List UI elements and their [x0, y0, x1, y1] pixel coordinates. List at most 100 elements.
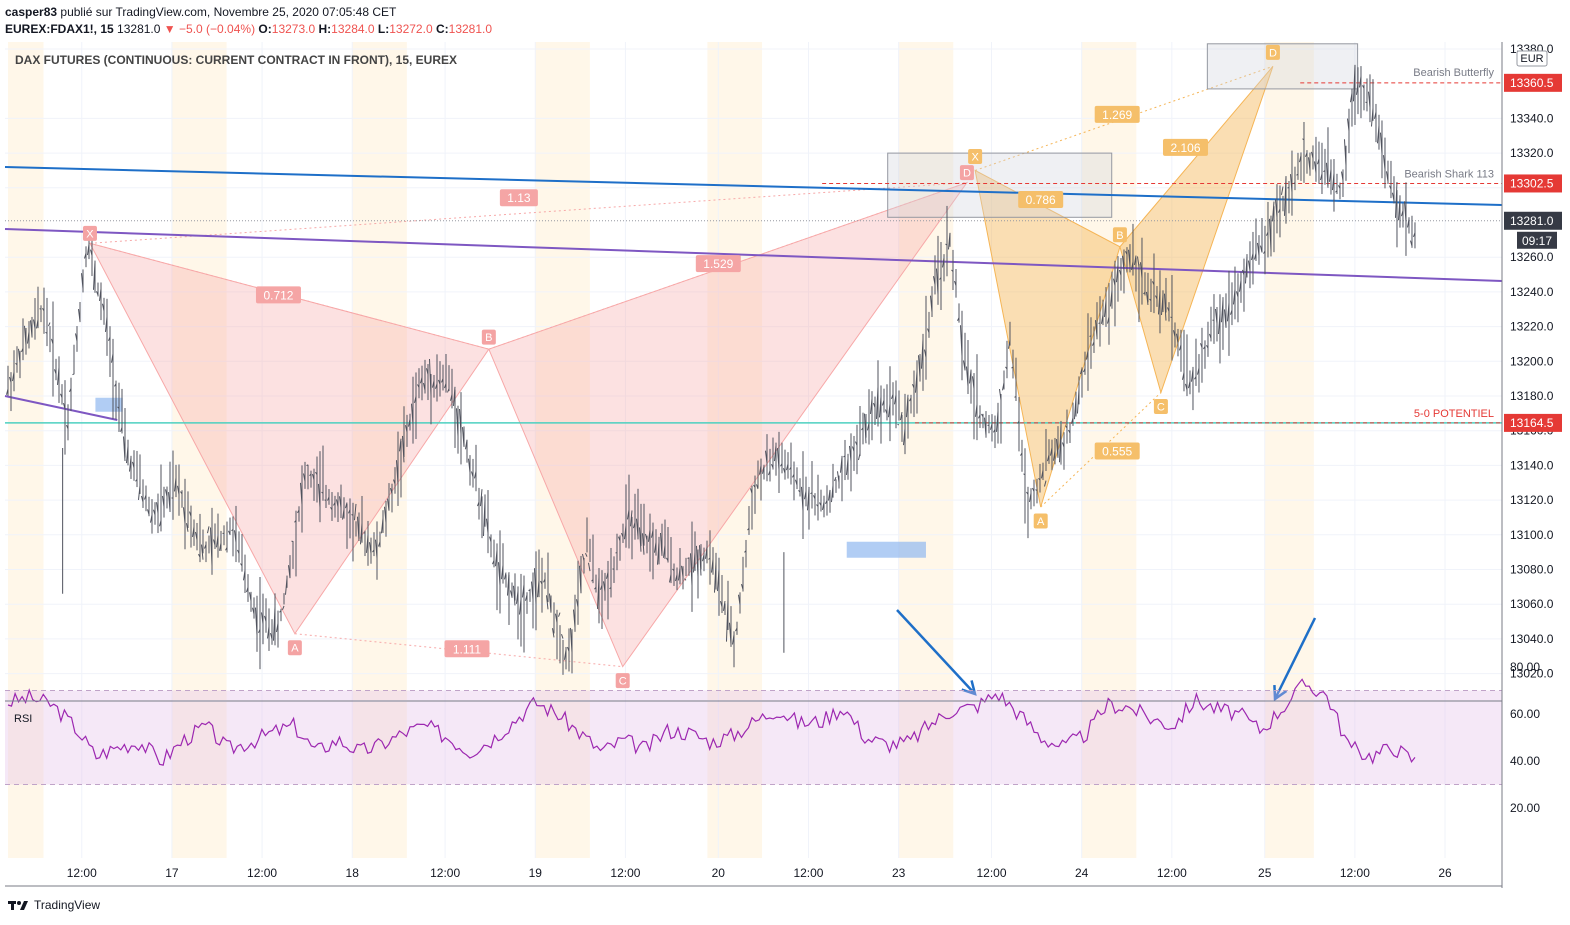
price-bar-open [378, 541, 381, 547]
price-bar-open [156, 502, 159, 514]
price-bar-open [848, 445, 852, 461]
butterfly-ratio-bcd-bg [695, 255, 741, 273]
price-bar-open [401, 435, 405, 463]
price-bar-open [27, 331, 30, 344]
price-bar-open [753, 484, 756, 488]
price-bar-open [947, 232, 951, 250]
butterfly-x-label-bg [82, 225, 97, 241]
price-bar-open [1017, 420, 1020, 424]
price-bar-open [353, 503, 357, 521]
price-bar-open [954, 280, 957, 286]
price-bar-open [725, 599, 729, 642]
price-bar-open [845, 458, 849, 476]
price-bar-open [1253, 253, 1257, 260]
price-bar-open [855, 441, 858, 446]
price-bar-open [602, 581, 606, 592]
price-bar-open [1175, 333, 1179, 344]
price-bar-open [543, 578, 546, 583]
price-bar-open [591, 579, 594, 582]
time-tick-label: 26 [1438, 866, 1452, 880]
price-bar-open [15, 362, 18, 366]
price-tick-label: 13260.0 [1510, 250, 1554, 264]
price-bar-open [393, 479, 396, 485]
butterfly-c-label: C [619, 676, 627, 688]
price-bar-open [971, 376, 975, 389]
shark-b-label: B [1116, 230, 1123, 242]
price-bar-open [1310, 151, 1314, 159]
price-bar-open [1298, 155, 1302, 163]
price-bar-open [773, 445, 777, 462]
price-bar-open [836, 471, 840, 483]
price-tick-label: 13220.0 [1510, 320, 1554, 334]
butterfly-d-label: D [963, 168, 971, 180]
price-bar-open [294, 520, 297, 523]
price-bar-open [1044, 480, 1047, 487]
rsi-band [5, 690, 1502, 785]
price-bar-open [299, 482, 303, 505]
time-tick-label: 23 [892, 866, 906, 880]
price-bar-open [731, 634, 735, 645]
blue-arrow-left-icon [896, 609, 976, 695]
price-bar-open [825, 500, 828, 505]
price-bar-open [450, 394, 453, 401]
price-bar-open [1049, 447, 1053, 456]
price-bar-open [1196, 367, 1200, 375]
price-bar-open [635, 518, 639, 537]
price-bars [6, 64, 1416, 675]
price-bar-open [122, 436, 126, 462]
price-bar-open [951, 269, 954, 272]
price-bar-open [1362, 85, 1365, 89]
open-value: 13273.0 [271, 22, 316, 36]
price-bar-open [540, 580, 543, 585]
open-label: O: [258, 22, 272, 36]
time-tick-label: 12:00 [247, 866, 277, 880]
price-bar-open [1325, 162, 1329, 188]
price-bar-open [1313, 161, 1317, 173]
price-bar-open [333, 502, 336, 506]
price-bar-open [1190, 369, 1194, 382]
price-bar-open [978, 414, 981, 419]
price-bar-open [228, 530, 231, 535]
shark-ratio-xd-bg [1094, 105, 1140, 123]
blue-zone [846, 541, 926, 558]
shark-d-label: D [1269, 47, 1277, 59]
price-bar-open [672, 568, 675, 572]
price-bar-open [596, 577, 600, 609]
price-bar-open [668, 574, 672, 583]
butterfly-a-label: A [291, 643, 299, 655]
price-bar-open [1247, 260, 1251, 271]
session-band [352, 42, 407, 700]
price-bar-open [1038, 478, 1041, 481]
price-bar-open [284, 578, 288, 595]
price-bar-open [983, 417, 987, 436]
price-bar-open [1289, 174, 1293, 192]
price-bar-open [327, 496, 330, 501]
price-bar-open [1406, 219, 1410, 228]
price-bar-open [1167, 307, 1170, 312]
potential-price-tag-bg [1504, 413, 1562, 432]
price-bar-open [141, 495, 144, 503]
price-bar-open [1020, 452, 1023, 456]
price-bar-open [81, 273, 84, 289]
price-bar-open [780, 463, 783, 467]
price-bar-open [87, 244, 90, 256]
price-bar-open [713, 561, 717, 593]
price-bar-open [1055, 439, 1059, 458]
price-bar-open [92, 261, 96, 290]
price-bar-open [455, 408, 459, 437]
price-bar-open [827, 489, 831, 501]
price-bar-open [482, 500, 486, 537]
price-bar-open [1283, 177, 1287, 216]
price-bar-open [747, 527, 750, 531]
price-bar-open [728, 622, 732, 645]
price-bar-open [1155, 295, 1158, 300]
price-bar-open [816, 504, 819, 507]
price-bar-open [1302, 138, 1305, 141]
price-bar-open [398, 438, 402, 452]
price-tick-label: 13200.0 [1510, 354, 1554, 368]
author-name[interactable]: casper83 [5, 5, 58, 19]
price-bar-open [1109, 290, 1113, 307]
price-bar-open [1340, 171, 1344, 181]
price-bar-open [428, 358, 432, 396]
